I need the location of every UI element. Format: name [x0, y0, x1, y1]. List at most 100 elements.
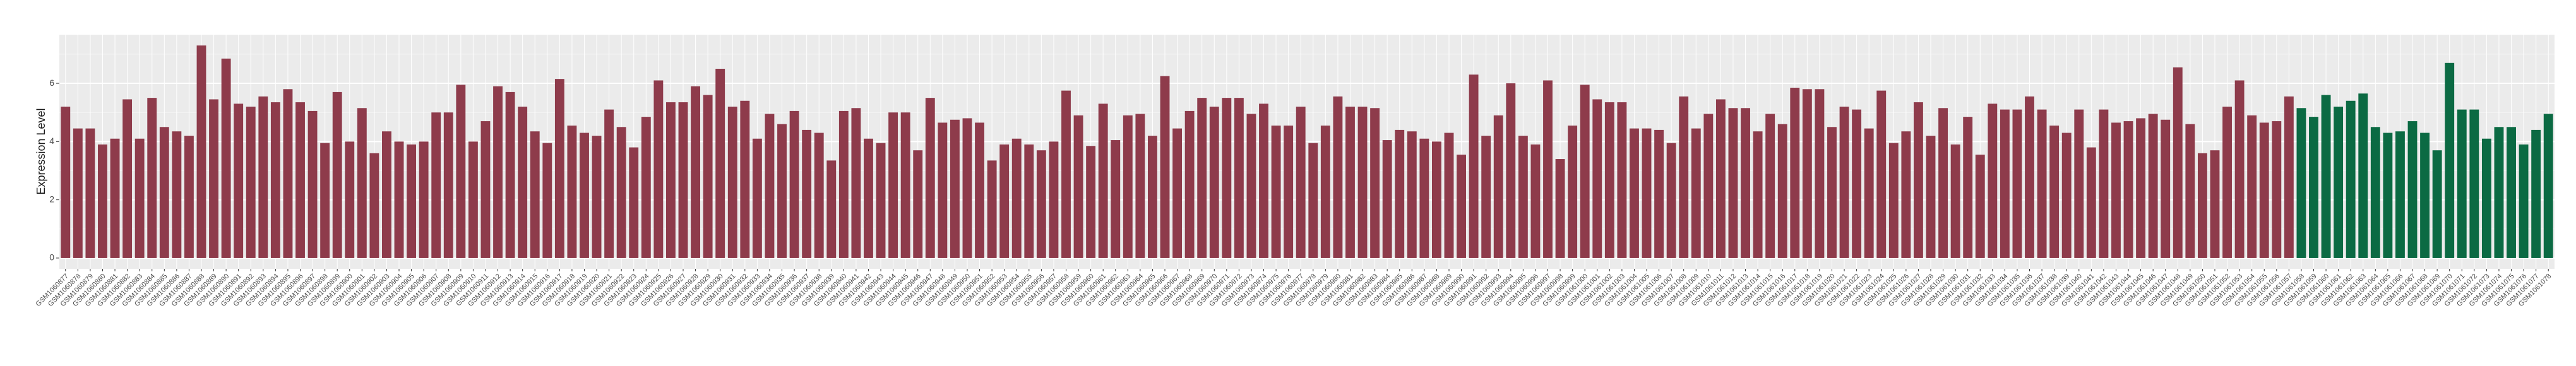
- bar: [1691, 128, 1701, 258]
- bar: [1357, 106, 1368, 258]
- bar: [1852, 109, 1862, 258]
- bar: [1518, 136, 1528, 258]
- bar: [765, 114, 775, 258]
- bar: [1259, 103, 1268, 258]
- bar: [2272, 121, 2282, 258]
- bar: [814, 133, 824, 258]
- bar: [1395, 129, 1405, 258]
- bar: [777, 124, 787, 258]
- bar: [1703, 114, 1714, 258]
- bar: [196, 45, 206, 258]
- bar: [246, 106, 256, 258]
- bar: [616, 127, 626, 258]
- bar: [1543, 80, 1553, 258]
- bar: [493, 86, 503, 258]
- bar: [2531, 129, 2541, 258]
- bar: [1431, 141, 1441, 258]
- bar: [1654, 129, 1664, 258]
- bar: [1086, 146, 1096, 258]
- bar: [1049, 141, 1059, 258]
- bar: [147, 98, 157, 258]
- bar: [1444, 133, 1454, 258]
- bar: [1382, 140, 1392, 258]
- bar: [258, 96, 268, 258]
- bar: [900, 112, 910, 258]
- bar: [913, 150, 923, 258]
- bar: [2407, 121, 2418, 258]
- bar: [2086, 147, 2096, 258]
- bar: [1815, 89, 1825, 258]
- bar: [1061, 90, 1071, 258]
- bar: [1617, 102, 1627, 258]
- bar: [1963, 117, 1973, 258]
- bar: [345, 141, 355, 258]
- bar: [1024, 144, 1034, 258]
- bar: [641, 117, 651, 258]
- bar: [789, 110, 799, 258]
- bar: [1370, 108, 1380, 258]
- bar: [61, 106, 71, 258]
- bar: [85, 128, 95, 258]
- bar: [567, 125, 577, 258]
- y-axis-title: Expression Level: [35, 108, 47, 194]
- bar: [1901, 131, 1911, 258]
- bar: [2507, 127, 2516, 258]
- bar: [2222, 106, 2232, 258]
- bar: [1888, 143, 1899, 258]
- bar: [1666, 143, 1676, 258]
- bar: [1741, 108, 1750, 258]
- bar: [1222, 98, 1232, 258]
- bar: [480, 121, 491, 258]
- bar: [1876, 90, 1887, 258]
- bar: [518, 106, 528, 258]
- bar: [2234, 80, 2245, 258]
- bar: [1320, 125, 1330, 258]
- bar: [691, 86, 700, 258]
- bar: [1506, 83, 1516, 258]
- bar: [2445, 62, 2455, 258]
- bar: [2025, 96, 2034, 258]
- bar: [2197, 153, 2207, 258]
- bar: [1011, 138, 1022, 258]
- bar: [1568, 125, 1578, 258]
- bar: [802, 129, 812, 258]
- bar: [2284, 96, 2294, 258]
- bar: [1555, 159, 1565, 258]
- y-tick-label: 6: [49, 78, 54, 88]
- bar: [2309, 117, 2318, 258]
- bar: [2012, 109, 2022, 258]
- bar: [530, 131, 540, 258]
- bar: [950, 119, 960, 258]
- bar: [1864, 128, 1874, 258]
- bar: [727, 106, 737, 258]
- bar: [2383, 133, 2393, 258]
- bar: [2037, 109, 2047, 258]
- bar: [2481, 138, 2491, 258]
- bar: [134, 138, 145, 258]
- bar: [678, 102, 688, 258]
- bar: [407, 144, 417, 258]
- bar: [1308, 143, 1318, 258]
- bar: [419, 141, 429, 258]
- bar: [1592, 99, 1602, 258]
- bar: [888, 112, 898, 258]
- bar: [2321, 95, 2331, 258]
- bar: [234, 103, 244, 258]
- bar: [604, 109, 614, 258]
- bar: [2296, 108, 2306, 258]
- bar: [2123, 121, 2133, 258]
- bar: [2543, 114, 2553, 258]
- bar: [752, 138, 762, 258]
- bar: [653, 80, 664, 258]
- bar: [2432, 150, 2442, 258]
- bar: [2210, 150, 2220, 258]
- bar: [2469, 109, 2479, 258]
- bar: [826, 160, 837, 258]
- bar: [542, 143, 552, 258]
- bar: [1790, 87, 1800, 258]
- bar: [925, 98, 935, 258]
- bar: [1419, 138, 1429, 258]
- bar: [184, 136, 194, 258]
- bar: [2099, 109, 2109, 258]
- bar: [2395, 131, 2405, 258]
